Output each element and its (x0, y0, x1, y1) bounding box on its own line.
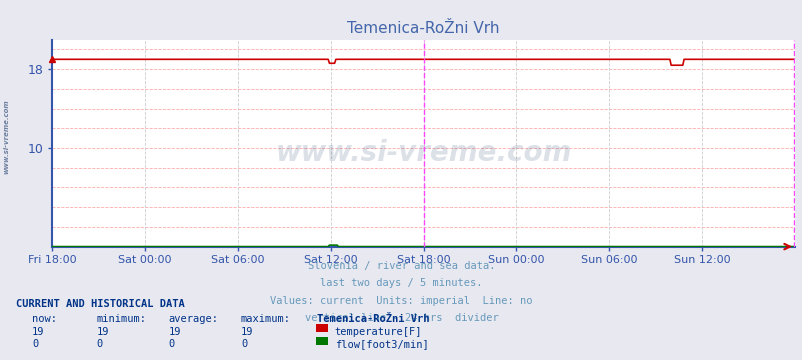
Text: minimum:: minimum: (96, 314, 146, 324)
Text: 19: 19 (96, 327, 109, 337)
Text: maximum:: maximum: (241, 314, 290, 324)
Text: www.si-vreme.com: www.si-vreme.com (3, 99, 9, 174)
Text: Temenica-RoŽni Vrh: Temenica-RoŽni Vrh (317, 314, 429, 324)
Text: now:: now: (32, 314, 57, 324)
Text: last two days / 5 minutes.: last two days / 5 minutes. (320, 278, 482, 288)
Text: temperature[F]: temperature[F] (334, 327, 422, 337)
Text: 0: 0 (96, 339, 103, 350)
Title: Temenica-RoŽni Vrh: Temenica-RoŽni Vrh (347, 21, 499, 36)
Text: vertical line - 24 hrs  divider: vertical line - 24 hrs divider (304, 313, 498, 323)
Text: average:: average: (168, 314, 218, 324)
Text: 19: 19 (168, 327, 181, 337)
Text: flow[foot3/min]: flow[foot3/min] (334, 339, 428, 350)
Text: 19: 19 (32, 327, 45, 337)
Text: CURRENT AND HISTORICAL DATA: CURRENT AND HISTORICAL DATA (16, 299, 184, 309)
Text: www.si-vreme.com: www.si-vreme.com (275, 139, 571, 167)
Text: 0: 0 (241, 339, 247, 350)
Text: Slovenia / river and sea data.: Slovenia / river and sea data. (307, 261, 495, 271)
Text: 19: 19 (241, 327, 253, 337)
Text: Values: current  Units: imperial  Line: no: Values: current Units: imperial Line: no (270, 296, 532, 306)
Text: 0: 0 (168, 339, 175, 350)
Text: 0: 0 (32, 339, 38, 350)
